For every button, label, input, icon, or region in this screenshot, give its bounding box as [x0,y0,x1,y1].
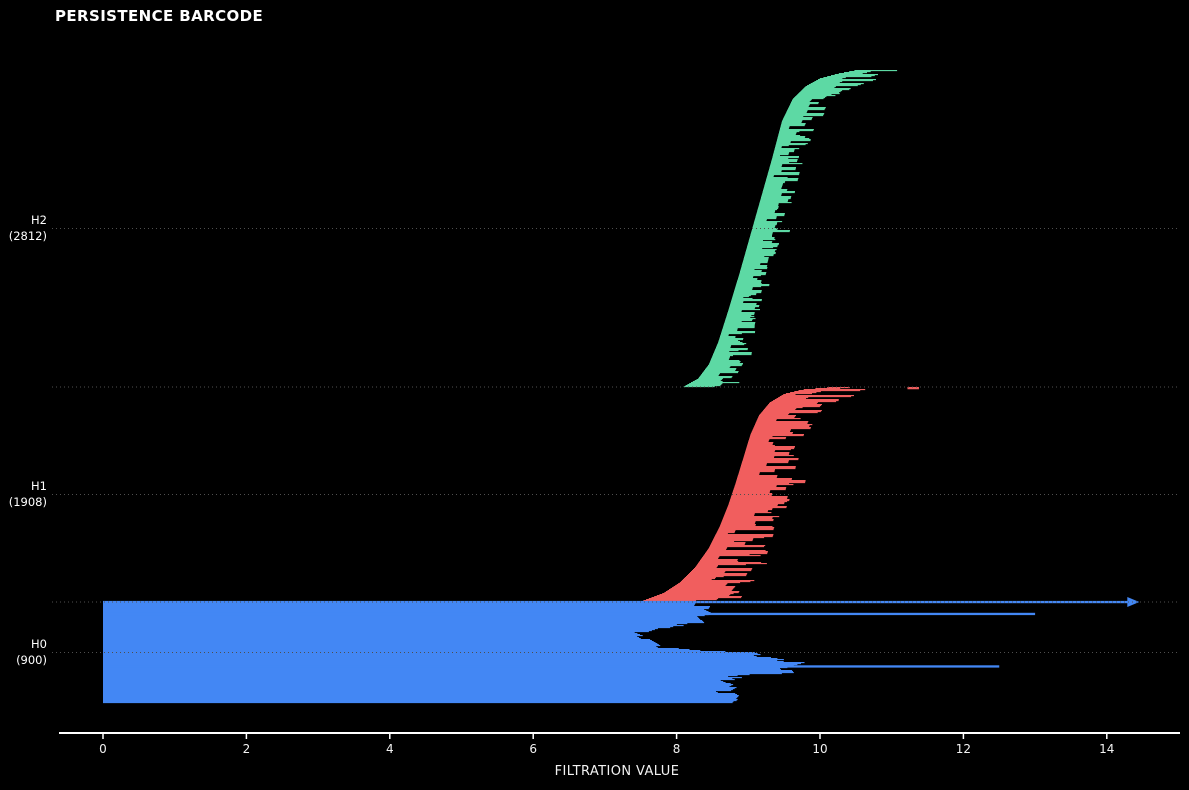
outlier-bar-h1 [907,386,919,390]
group-name-h0: H0 [31,637,47,651]
barcode-bars-h0 [103,602,805,704]
group-count-h1: (1908) [8,495,47,509]
group-label-h1: H1 (1908) [0,478,47,510]
x-tick-label: 8 [673,742,681,756]
barcode-bars-h2 [683,70,898,388]
x-tick-label: 6 [529,742,537,756]
x-tick-label: 12 [956,742,971,756]
x-tick-label: 0 [99,742,107,756]
x-tick-label: 2 [243,742,251,756]
x-tick-label: 10 [812,742,827,756]
infinite-bar-arrowhead [1127,597,1140,607]
group-count-h2: (2812) [8,229,47,243]
outlier-bar-h0 [103,612,1036,616]
x-tick-label: 14 [1099,742,1114,756]
infinite-bar-h0 [103,600,1129,604]
group-label-h2: H2 (2812) [0,212,47,244]
group-name-h1: H1 [31,479,47,493]
group-name-h2: H2 [31,213,47,227]
barcode-bars-h1 [640,387,866,603]
page-title: PERSISTENCE BARCODE [55,7,264,25]
group-label-h0: H0 (900) [0,636,47,668]
outlier-bar-h0 [103,665,1000,668]
group-count-h0: (900) [16,653,47,667]
x-tick-label: 4 [386,742,394,756]
x-axis-label: FILTRATION VALUE [554,764,680,779]
